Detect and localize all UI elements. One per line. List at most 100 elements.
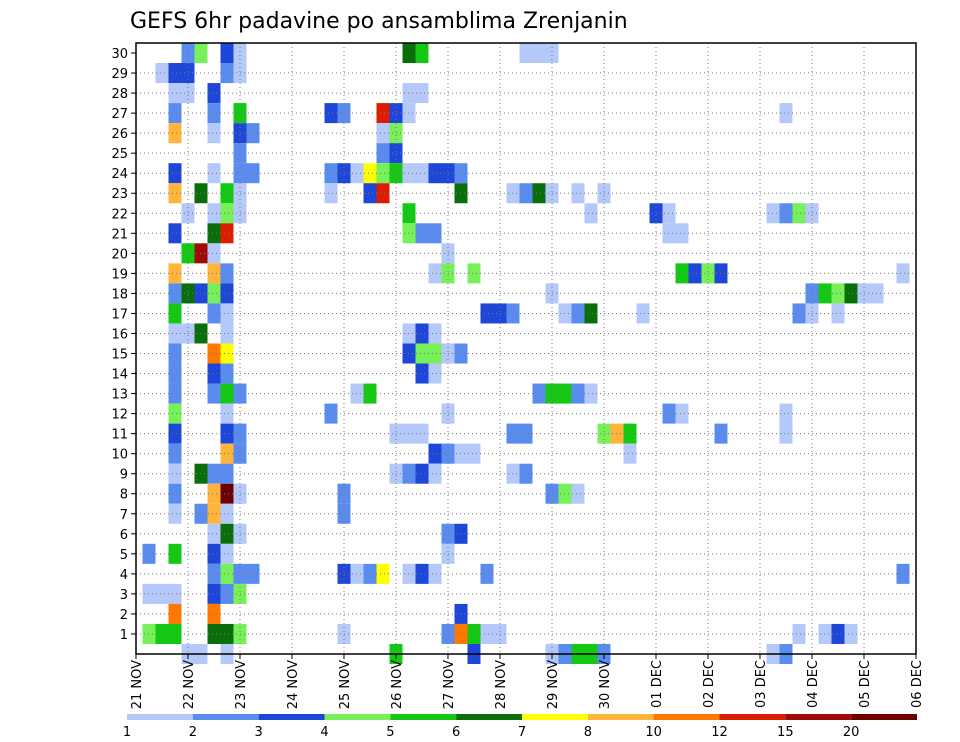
cell-member-24-step-18	[363, 163, 377, 184]
cell-member-18-step-7	[220, 283, 234, 304]
cell-member-26-step-19	[376, 123, 390, 144]
y-tick-label: 5	[120, 548, 128, 563]
colorbar-swatch	[587, 714, 654, 720]
cell-member-28-step-22	[415, 83, 429, 104]
cell-member-13-step-18	[363, 383, 377, 404]
x-tick-label: 28 NOV	[494, 660, 509, 709]
cell-member-1-step-2	[155, 623, 169, 644]
cell-member-17-step-6	[207, 303, 221, 324]
colorbar-swatch	[258, 714, 325, 720]
cell-member-25-step-19	[376, 143, 390, 164]
x-tick-label: 21 NOV	[130, 660, 145, 709]
colorbar-label: 4	[320, 725, 328, 740]
y-tick-label: 21	[111, 227, 128, 242]
cell-member-3-step-3	[168, 583, 182, 604]
cell-member-4-step-7	[220, 563, 234, 584]
x-tick-label: 23 NOV	[234, 660, 249, 709]
cell-member-27-step-3	[168, 103, 182, 124]
cell-member-12-step-15	[324, 403, 338, 424]
colorbar-label: 7	[518, 725, 526, 740]
cell-member-27-step-19	[376, 103, 390, 124]
x-tick-label: 01 DEC	[650, 660, 665, 708]
cell-member-19-step-43	[688, 263, 702, 284]
cell-member-19-step-6	[207, 263, 221, 284]
cell-member-24-step-6	[207, 163, 221, 184]
cell-member-12-step-50	[779, 403, 793, 424]
cell-member-24-step-23	[428, 163, 442, 184]
y-tick-label: 2	[120, 608, 128, 623]
cell-member-8-step-6	[207, 483, 221, 504]
cell-member-14-step-3	[168, 363, 182, 384]
cell-member-27-step-15	[324, 103, 338, 124]
cell-member-23-step-3	[168, 183, 182, 204]
cell-member-27-step-6	[207, 103, 221, 124]
cell-member-21-step-22	[415, 223, 429, 244]
cell-member-15-step-6	[207, 343, 221, 364]
cell-member-11-step-30	[519, 423, 533, 444]
cell-member-13-step-3	[168, 383, 182, 404]
cell-member-26-step-6	[207, 123, 221, 144]
cell-member-9-step-22	[415, 463, 429, 484]
cell-member-7-step-6	[207, 503, 221, 524]
cell-member-23-step-34	[571, 183, 585, 204]
cell-member-10-step-7	[220, 443, 234, 464]
cell-member-29-step-2	[155, 63, 169, 84]
cell-member-22-step-51	[792, 203, 806, 224]
cell-member-13-step-6	[207, 383, 221, 404]
cell-member-13-step-35	[584, 383, 598, 404]
colorbar-label: 15	[777, 725, 794, 740]
cell-member-30-step-32	[545, 43, 559, 64]
cell-member-26-step-3	[168, 123, 182, 144]
cell-member-8-step-3	[168, 483, 182, 504]
colorbar-label: 2	[189, 725, 197, 740]
colorbar-label: 1	[123, 725, 131, 740]
colorbar: 1 2 3 4 5 6 7 8 10 12 15 20	[123, 714, 917, 740]
x-tick-label: 24 NOV	[286, 660, 301, 709]
y-tick-label: 18	[111, 287, 128, 302]
cells-layer	[142, 43, 910, 665]
cell-member-23-step-15	[324, 183, 338, 204]
cell-member-4-step-59	[896, 563, 910, 584]
colorbar-swatch	[522, 714, 588, 720]
cell-member-19-step-7	[220, 263, 234, 284]
cell-member-17-step-3	[168, 303, 182, 324]
x-tick-label: 02 DEC	[702, 660, 717, 708]
y-tick-label: 22	[111, 207, 128, 222]
cell-member-1-step-27	[480, 623, 494, 644]
cell-member-30-step-31	[532, 43, 546, 64]
y-tick-label: 12	[111, 408, 128, 423]
cell-member-19-step-23	[428, 263, 442, 284]
cell-member-9-step-23	[428, 463, 442, 484]
cell-member-17-step-34	[571, 303, 585, 324]
cell-member-18-step-6	[207, 283, 221, 304]
cell-member-28-step-6	[207, 83, 221, 104]
cell-member-1-step-54	[831, 623, 845, 644]
y-tick-label: 3	[120, 588, 128, 603]
colorbar-label: 12	[711, 725, 728, 740]
y-tick-label: 23	[111, 187, 128, 202]
y-tick-label: 30	[111, 47, 128, 62]
cell-member-14-step-23	[428, 363, 442, 384]
colorbar-swatch	[719, 714, 786, 720]
cell-member-15-step-7	[220, 343, 234, 364]
cell-member-11-step-3	[168, 423, 182, 444]
y-tick-label: 14	[111, 368, 128, 383]
cell-member-5-step-7	[220, 543, 234, 564]
cell-member-9-step-7	[220, 463, 234, 484]
y-tick-label: 11	[111, 428, 128, 443]
x-tick-label: 22 NOV	[182, 660, 197, 709]
y-tick-label: 29	[111, 67, 128, 82]
cell-member-30-step-30	[519, 43, 533, 64]
y-tick-label: 26	[111, 127, 128, 142]
cell-member-30-step-8	[233, 43, 247, 64]
cell-member-6-step-7	[220, 523, 234, 544]
y-axis: 1234567891011121314151617181920212223242…	[111, 47, 136, 643]
cell-member-21-step-23	[428, 223, 442, 244]
cell-member-17-step-39	[636, 303, 650, 324]
x-axis: 21 NOV 22 NOV 23 NOV 24 NOV 25 NOV 26 NOV 27 N…	[130, 654, 925, 709]
y-tick-label: 27	[111, 107, 128, 122]
y-tick-label: 17	[111, 307, 128, 322]
cell-member-5-step-3	[168, 543, 182, 564]
cell-member-19-step-42	[675, 263, 689, 284]
cell-member-17-step-54	[831, 303, 845, 324]
